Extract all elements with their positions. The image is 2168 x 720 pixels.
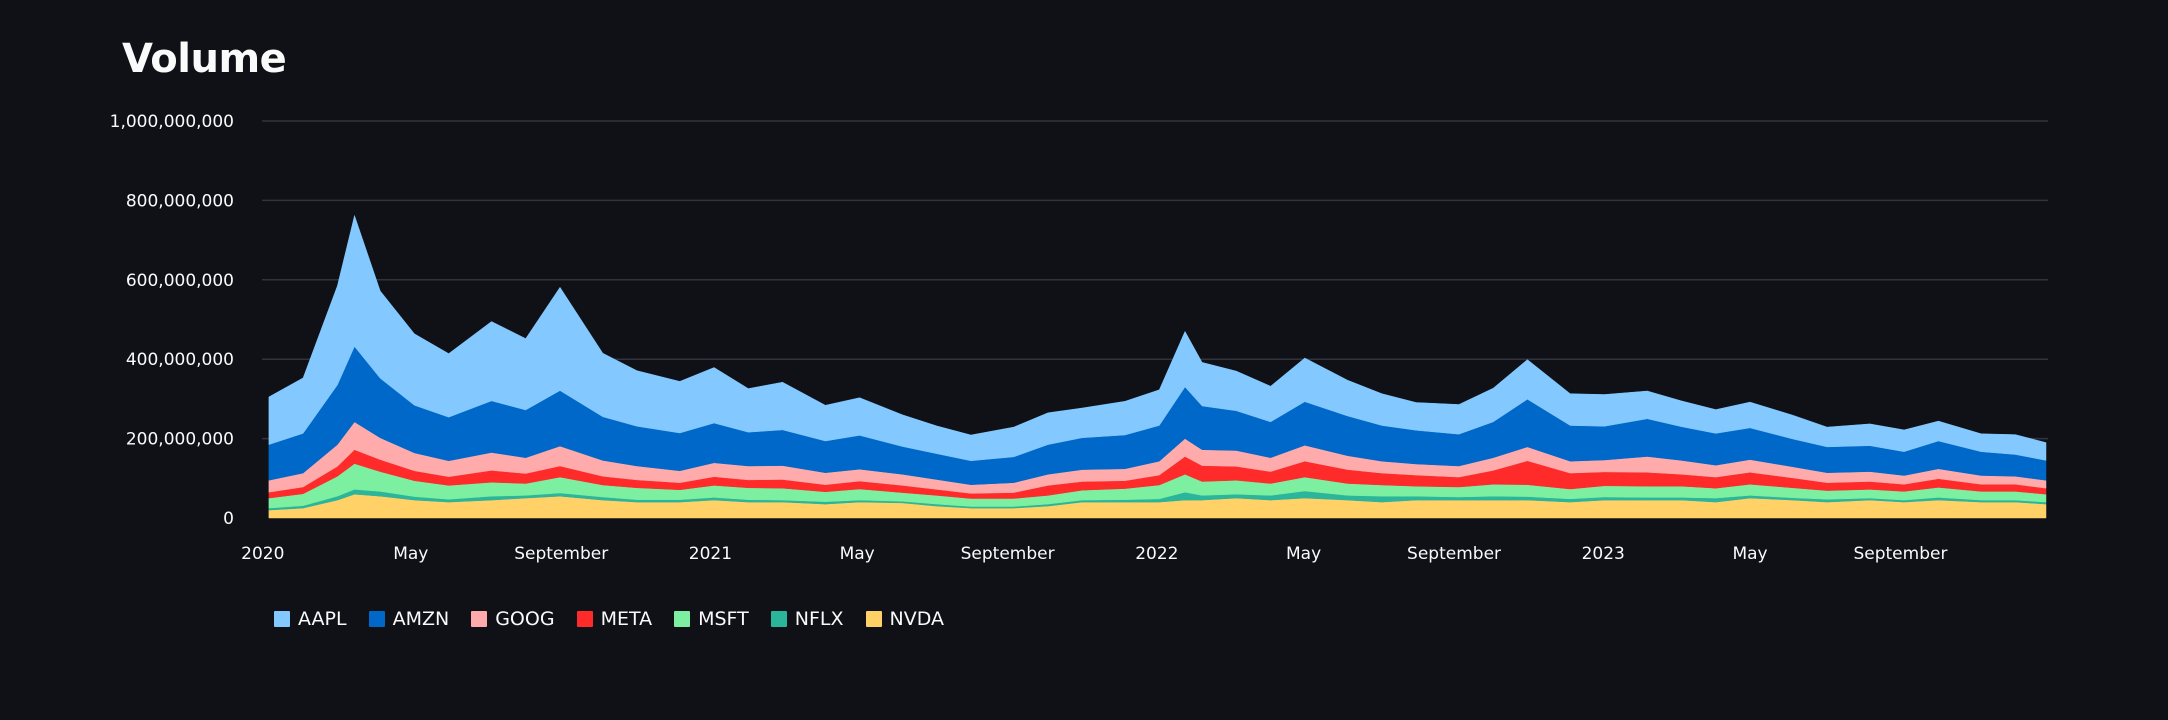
y-tick-label: 200,000,000 xyxy=(126,430,234,450)
legend-swatch-icon xyxy=(368,611,385,627)
x-tick-label: September xyxy=(961,544,1055,564)
legend: AAPL AMZN GOOG META MSFT NFLX NVDA xyxy=(274,608,944,630)
x-tick-label: May xyxy=(1286,544,1321,564)
x-tick-label: May xyxy=(1732,544,1767,564)
legend-label: META xyxy=(600,608,653,630)
legend-label: MSFT xyxy=(698,608,749,630)
legend-item-meta[interactable]: META xyxy=(576,608,653,630)
x-tick-label: 2023 xyxy=(1582,544,1625,564)
legend-label: AAPL xyxy=(298,608,347,630)
legend-item-msft[interactable]: MSFT xyxy=(674,608,749,630)
y-tick-label: 0 xyxy=(223,509,234,529)
x-axis: 2020 May September 2021 May September 2022 May S… xyxy=(241,544,1947,564)
stacked-areas[interactable] xyxy=(268,214,2047,519)
x-tick-label: 2022 xyxy=(1135,544,1178,564)
volume-chart[interactable]: 0 200,000,000 400,000,000 600,000,000 800,00… xyxy=(0,0,2168,600)
legend-item-nvda[interactable]: NVDA xyxy=(865,608,945,630)
legend-label: NVDA xyxy=(889,608,945,630)
legend-item-nflx[interactable]: NFLX xyxy=(770,608,844,630)
x-tick-label: September xyxy=(1853,544,1947,564)
legend-swatch-icon xyxy=(471,611,488,627)
x-tick-label: 2020 xyxy=(241,544,284,564)
y-axis: 0 200,000,000 400,000,000 600,000,000 800,00… xyxy=(110,112,234,529)
legend-swatch-icon xyxy=(576,611,593,627)
x-tick-label: May xyxy=(393,544,428,564)
legend-label: NFLX xyxy=(794,608,844,630)
y-tick-label: 1,000,000,000 xyxy=(110,112,234,132)
legend-item-goog[interactable]: GOOG xyxy=(471,608,555,630)
legend-label: AMZN xyxy=(392,608,450,630)
x-tick-label: September xyxy=(1407,544,1501,564)
page-title: Volume xyxy=(122,36,287,82)
y-tick-label: 600,000,000 xyxy=(126,271,234,291)
x-tick-label: May xyxy=(840,544,875,564)
legend-swatch-icon xyxy=(674,611,691,627)
y-tick-label: 800,000,000 xyxy=(126,191,234,211)
legend-item-amzn[interactable]: AMZN xyxy=(368,608,450,630)
legend-item-aapl[interactable]: AAPL xyxy=(274,608,347,630)
x-tick-label: September xyxy=(514,544,608,564)
x-tick-label: 2021 xyxy=(689,544,732,564)
legend-swatch-icon xyxy=(865,611,882,627)
legend-label: GOOG xyxy=(495,608,555,630)
series-area-aapl[interactable] xyxy=(268,214,2047,462)
legend-swatch-icon xyxy=(770,611,787,627)
y-tick-label: 400,000,000 xyxy=(126,350,234,370)
legend-swatch-icon xyxy=(274,611,290,627)
